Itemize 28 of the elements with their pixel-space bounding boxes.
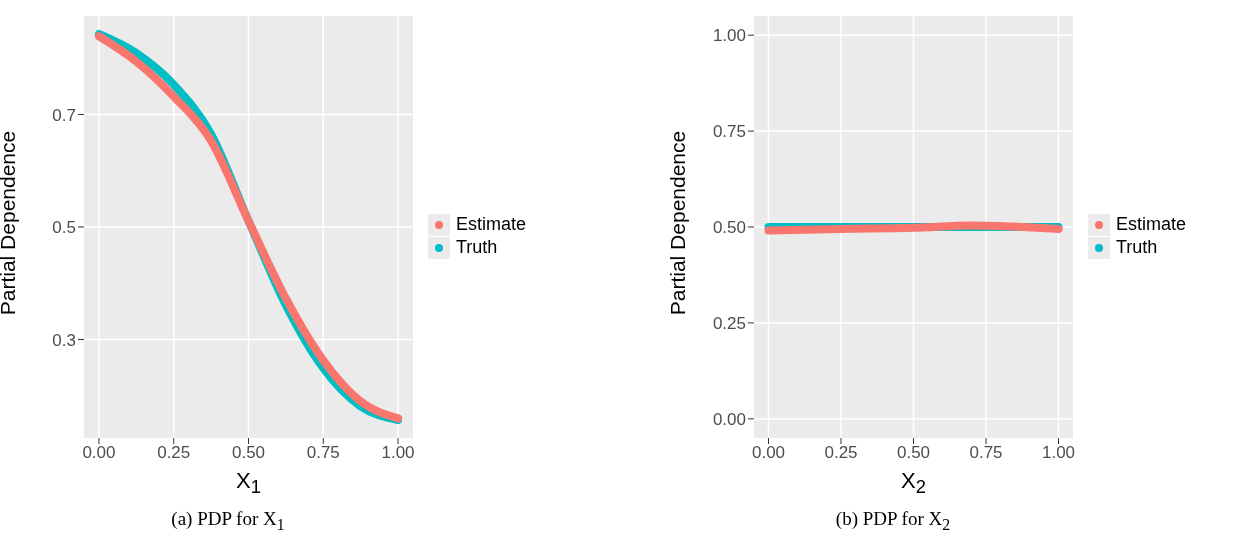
legend-label: Estimate (456, 214, 527, 235)
x-tick-label: 0.00 (751, 443, 786, 463)
x-tick-label: 0.50 (896, 443, 931, 463)
x-tick-label: 1.00 (1041, 443, 1076, 463)
x-tick-label: 0.25 (157, 443, 191, 463)
y-tick-label: 0.7 (52, 105, 76, 125)
legend-label: Estimate (1116, 214, 1187, 235)
y-axis-title: Partial Dependence (0, 130, 20, 316)
x-tick-label: 0.50 (231, 443, 266, 463)
x-axis-title: X$_{2}$ (900, 468, 927, 499)
x-tick-label: 0.00 (82, 443, 116, 463)
x-tick-label: 0.25 (824, 443, 858, 463)
legend-label: Truth (1116, 237, 1158, 258)
y-tick-label: 0.00 (712, 409, 746, 429)
y-tick-label: 0.5 (52, 218, 76, 238)
y-tick-label: 1.00 (712, 26, 746, 46)
y-axis-title: Partial Dependence (666, 130, 690, 316)
y-tick-label: 0.25 (712, 313, 746, 333)
y-tick-label: 0.3 (52, 330, 76, 350)
legend-label: Truth (456, 237, 498, 258)
text: (a) PDP for X$_{1}$ (170, 508, 286, 534)
y-tick-label: 0.50 (712, 218, 746, 238)
y-tick-label: 0.75 (712, 122, 746, 142)
text: (b) PDP for X$_{2}$ (834, 508, 952, 534)
x-tick-label: 1.00 (381, 443, 415, 463)
x-tick-label: 0.75 (969, 443, 1003, 463)
x-axis-title: X$_{1}$ (235, 468, 262, 499)
x-tick-label: 0.75 (306, 443, 340, 463)
